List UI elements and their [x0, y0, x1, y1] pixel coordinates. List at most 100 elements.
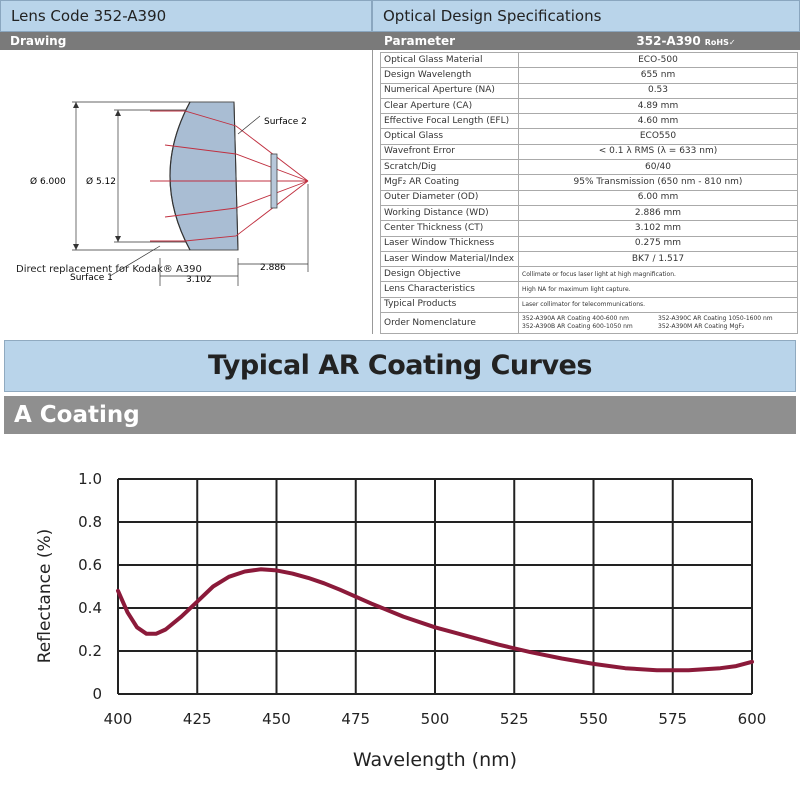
spec-row: Numerical Aperture (NA) 0.53	[380, 82, 798, 99]
lens-code-header: Lens Code 352-A390	[0, 0, 372, 32]
spec-param: Order Nomenclature	[380, 312, 519, 335]
spec-value: 95% Transmission (650 nm - 810 nm)	[518, 174, 798, 191]
column-divider	[372, 50, 373, 334]
spec-value: 4.89 mm	[518, 97, 798, 115]
x-tick-label: 475	[341, 710, 370, 728]
order-item: 352-A390C AR Coating 1050-1600 nm	[658, 315, 773, 323]
specifications-header: Optical Design Specifications	[372, 0, 800, 32]
spec-param: Laser Window Material/Index	[380, 250, 519, 268]
x-tick-label: 400	[104, 710, 133, 728]
chart-ticks: 400 425 450 475 500 525 550 575 600 0 0.2 0.4 0.6 0.8…	[78, 470, 766, 728]
laser-window	[270, 153, 278, 209]
drawing-subheader: Drawing	[0, 32, 372, 50]
dimension-lines	[72, 101, 309, 286]
lens-surface-2	[233, 101, 239, 251]
spec-param: Scratch/Dig	[380, 159, 519, 176]
spec-row: Clear Aperture (CA) 4.89 mm	[380, 97, 798, 115]
x-tick-label: 450	[262, 710, 291, 728]
spec-row: Scratch/Dig 60/40	[380, 159, 798, 176]
spec-value: Laser collimator for telecommunications.	[518, 296, 798, 314]
spec-param: Design Wavelength	[380, 67, 519, 84]
parameter-column-label: Parameter	[384, 34, 456, 48]
spec-param: Numerical Aperture (NA)	[380, 82, 519, 99]
order-item: 352-A390M AR Coating MgF₂	[658, 323, 745, 331]
spec-param: Outer Diameter (OD)	[380, 189, 519, 206]
replacement-note: Direct replacement for Kodak® A390	[16, 264, 202, 275]
reflectance-chart: 400 425 450 475 500 525 550 575 600 0 0.2 0.4 0.6 0.8…	[35, 470, 766, 771]
y-tick-label: 0	[92, 685, 102, 703]
y-axis-label: Reflectance (%)	[35, 529, 55, 664]
y-tick-label: 0.6	[78, 556, 102, 574]
spec-value: 4.60 mm	[518, 113, 798, 130]
outer-diameter-label: Ø 6.000	[30, 176, 66, 187]
spec-row: Laser Window Thickness 0.275 mm	[380, 235, 798, 252]
spec-value: < 0.1 λ RMS (λ = 633 nm)	[518, 143, 798, 161]
surface-2-label: Surface 2	[264, 117, 307, 127]
x-axis-label: Wavelength (nm)	[353, 749, 517, 771]
spec-value: 0.275 mm	[518, 235, 798, 252]
y-tick-label: 0.8	[78, 513, 102, 531]
spec-row: Working Distance (WD) 2.886 mm	[380, 204, 798, 222]
spec-param: Optical Glass	[380, 128, 519, 145]
order-item: 352-A390A AR Coating 400-600 nm	[522, 315, 629, 323]
spec-param: Effective Focal Length (EFL)	[380, 113, 519, 130]
spec-param: Lens Characteristics	[380, 281, 519, 298]
spec-value: 6.00 mm	[518, 189, 798, 206]
x-tick-label: 575	[658, 710, 687, 728]
y-tick-label: 0.2	[78, 642, 102, 660]
x-tick-label: 500	[421, 710, 450, 728]
spec-row: Lens Characteristics High NA for maximum …	[380, 281, 798, 298]
x-tick-label: 425	[183, 710, 212, 728]
spec-row: Optical Glass ECO550	[380, 128, 798, 145]
spec-value: Collimate or focus laser light at high m…	[518, 266, 798, 283]
spec-row: Design Wavelength 655 nm	[380, 67, 798, 84]
reflectance-curve	[116, 567, 754, 673]
order-row: Order Nomenclature 352-A390A AR Coating …	[380, 312, 798, 335]
working-distance-label: 2.886	[260, 263, 286, 273]
spec-row: MgF₂ AR Coating 95% Transmission (650 nm …	[380, 174, 798, 191]
spec-value: ECO-500	[518, 51, 798, 69]
chart-grid	[117, 478, 753, 695]
spec-param: Design Objective	[380, 266, 519, 283]
spec-value: ECO550	[518, 128, 798, 145]
spec-value: BK7 / 1.517	[518, 250, 798, 268]
spec-row: Typical Products Laser collimator for tel…	[380, 296, 798, 314]
spec-param: Working Distance (WD)	[380, 204, 519, 222]
parameter-subheader: Parameter 352-A390 RoHS✓	[372, 32, 800, 50]
dimension-arrows	[73, 102, 121, 250]
x-tick-label: 600	[738, 710, 767, 728]
spec-row: Optical Glass Material ECO-500	[380, 51, 798, 69]
spec-sheet-top: Lens Code 352-A390 Optical Design Specif…	[0, 0, 800, 335]
spec-param: Clear Aperture (CA)	[380, 97, 519, 115]
spec-param: Optical Glass Material	[380, 51, 519, 69]
y-tick-label: 1.0	[78, 470, 102, 488]
spec-param: Laser Window Thickness	[380, 235, 519, 252]
spec-value: 60/40	[518, 159, 798, 176]
clear-diameter-label: Ø 5.12	[86, 176, 116, 187]
lens-surface-1	[169, 101, 191, 251]
spec-param: Wavefront Error	[380, 143, 519, 161]
spec-value: High NA for maximum light capture.	[518, 281, 798, 298]
order-items: 352-A390A AR Coating 400-600 nm 352-A390C…	[518, 312, 798, 335]
spec-table: Optical Glass Material ECO-500 Design Wave…	[380, 51, 798, 335]
part-number: 352-A390	[636, 34, 701, 48]
value-column-label: 352-A390 RoHS✓	[572, 32, 800, 52]
chart-title: Typical AR Coating Curves	[4, 340, 796, 392]
spec-row: Center Thickness (CT) 3.102 mm	[380, 220, 798, 237]
coating-curves-section: Typical AR Coating Curves A Coating 400 4…	[0, 336, 800, 800]
spec-param: MgF₂ AR Coating	[380, 174, 519, 191]
lens-drawing: Ø 6.000 Ø 5.12 3.102 2.886 Surface 2 Sur…	[30, 101, 309, 286]
spec-param: Center Thickness (CT)	[380, 220, 519, 237]
spec-value: 655 nm	[518, 67, 798, 84]
x-tick-label: 550	[579, 710, 608, 728]
surface-1-label: Surface 1	[70, 273, 113, 283]
coating-subtitle: A Coating	[4, 396, 796, 434]
spec-value: 0.53	[518, 82, 798, 99]
spec-row: Design Objective Collimate or focus laser…	[380, 266, 798, 283]
spec-value: 3.102 mm	[518, 220, 798, 237]
spec-param: Typical Products	[380, 296, 519, 314]
spec-row: Laser Window Material/Index BK7 / 1.517	[380, 250, 798, 268]
y-tick-label: 0.4	[78, 599, 102, 617]
spec-value: 2.886 mm	[518, 204, 798, 222]
spec-row: Wavefront Error < 0.1 λ RMS (λ = 633 nm)	[380, 143, 798, 161]
